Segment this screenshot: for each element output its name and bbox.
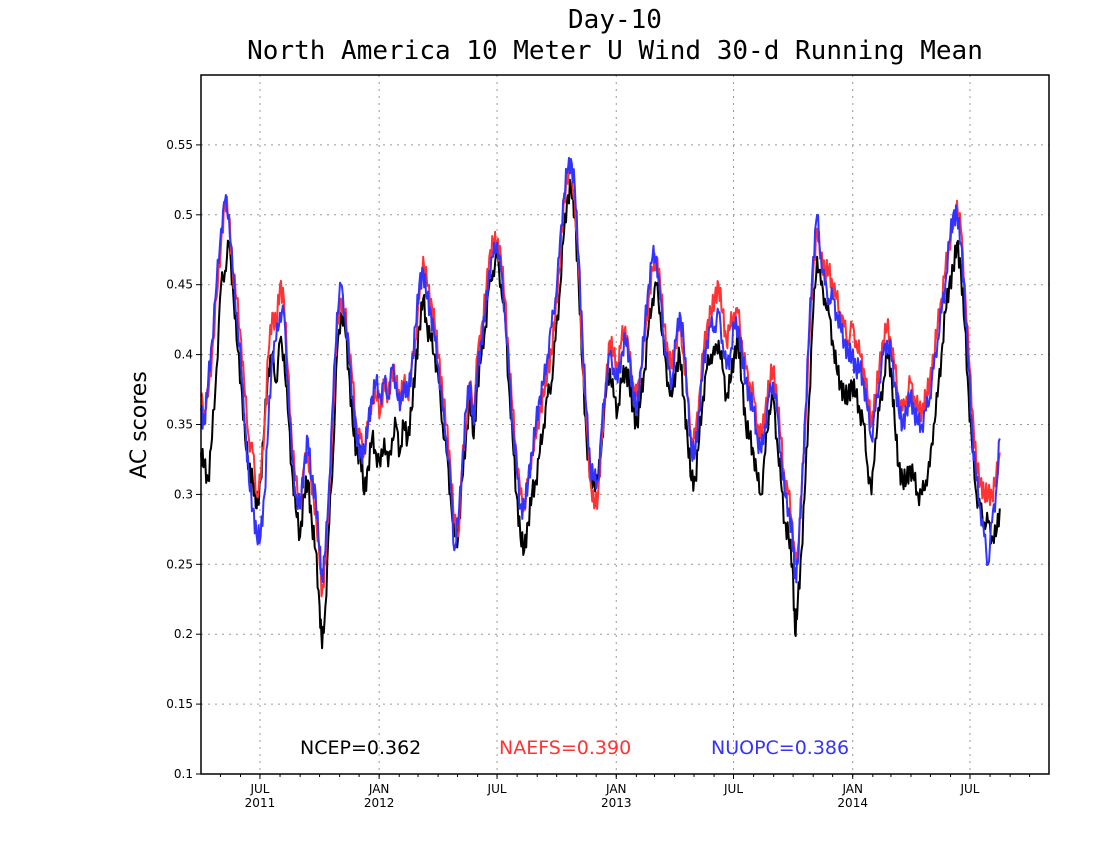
y-tick-label: 0.2	[174, 627, 193, 641]
x-tick-label: JUL	[723, 782, 743, 796]
y-tick-label: 0.3	[174, 487, 193, 501]
x-tick-label: JAN	[368, 782, 390, 796]
x-tick-year-label: 2013	[601, 796, 632, 810]
chart-title: Day-10	[568, 5, 662, 35]
legend-item-nuopc: NUOPC=0.386	[711, 737, 849, 759]
y-tick-label: 0.55	[166, 138, 193, 152]
y-axis-ticks: 0.1 0.15 0.2 0.25 0.3 0.35 0.4 0.45 0.5 0.55	[166, 138, 201, 781]
x-tick-label: JUL	[959, 782, 979, 796]
y-axis-label: AC scores	[127, 371, 152, 479]
series-lines	[200, 156, 1001, 650]
x-tick-label: JUL	[249, 782, 269, 796]
grid	[201, 75, 1049, 774]
y-tick-label: 0.45	[166, 278, 193, 292]
x-tick-label: JUL	[487, 782, 507, 796]
legend-item-ncep: NCEP=0.362	[300, 737, 421, 759]
chart-subtitle: North America 10 Meter U Wind 30-d Runni…	[247, 36, 983, 66]
legend: NCEP=0.362 NAEFS=0.390 NUOPC=0.386	[300, 737, 849, 759]
x-tick-year-label: 2012	[364, 796, 395, 810]
y-tick-label: 0.35	[166, 418, 193, 432]
y-tick-label: 0.1	[174, 767, 193, 781]
plot-frame	[200, 74, 1050, 775]
y-tick-label: 0.4	[174, 348, 193, 362]
x-tick-label: JAN	[841, 782, 863, 796]
x-tick-label: JAN	[605, 782, 627, 796]
series-line-nuopc	[200, 156, 1001, 584]
x-tick-year-label: 2011	[245, 796, 276, 810]
y-tick-label: 0.25	[166, 557, 193, 571]
x-tick-year-label: 2014	[837, 796, 868, 810]
legend-item-naefs: NAEFS=0.390	[499, 737, 631, 759]
y-tick-label: 0.15	[166, 697, 193, 711]
y-tick-label: 0.5	[174, 208, 193, 222]
